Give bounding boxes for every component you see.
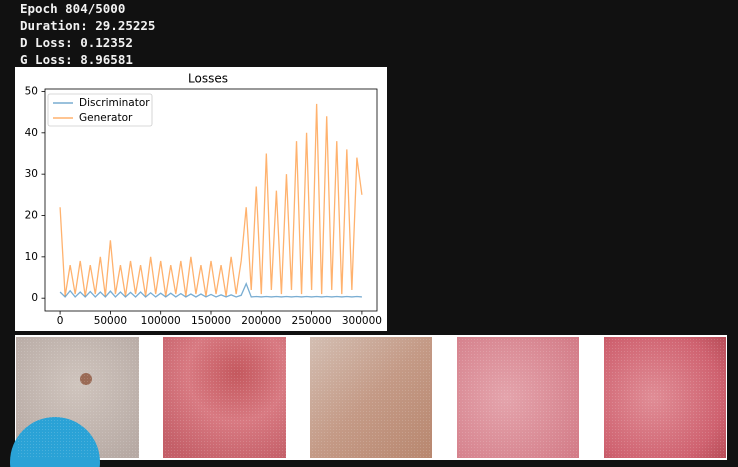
plot-frame — [44, 88, 378, 312]
console-line: Epoch 804/5000 — [20, 1, 126, 16]
gap — [139, 335, 163, 460]
x-tick-label: 100000 — [141, 315, 181, 327]
y-tick-label: 40 — [25, 127, 38, 139]
x-tick-label: 300000 — [342, 315, 382, 327]
gap — [432, 335, 457, 460]
gap — [286, 335, 310, 460]
console-line: D Loss: 0.12352 — [20, 35, 133, 50]
series-line — [59, 103, 363, 297]
console-line: Duration: 29.25225 — [20, 18, 156, 33]
y-tick-label: 50 — [25, 85, 38, 97]
chart-title: Losses — [188, 72, 228, 86]
legend-label: Generator — [79, 112, 133, 124]
x-tick-label: 0 — [57, 315, 64, 327]
image-grain — [16, 337, 726, 458]
series-line — [59, 281, 362, 298]
console-line: G Loss: 8.96581 — [20, 52, 133, 67]
x-tick-label: 250000 — [292, 315, 332, 327]
y-tick-label: 0 — [31, 292, 38, 304]
x-tick-label: 50000 — [94, 315, 127, 327]
y-tick-label: 20 — [25, 210, 38, 222]
legend-label: Discriminator — [79, 97, 150, 109]
x-tick-label: 150000 — [191, 315, 231, 327]
sample-images — [10, 335, 727, 467]
plot: 0 10 20 30 40 50 0 50000 100000 150000 200000 25000… — [25, 85, 382, 327]
y-tick-label: 30 — [25, 168, 38, 180]
x-tick-label: 200000 — [241, 315, 281, 327]
legend-box — [47, 93, 153, 127]
gap — [579, 335, 604, 460]
y-tick-label: 10 — [25, 251, 38, 263]
